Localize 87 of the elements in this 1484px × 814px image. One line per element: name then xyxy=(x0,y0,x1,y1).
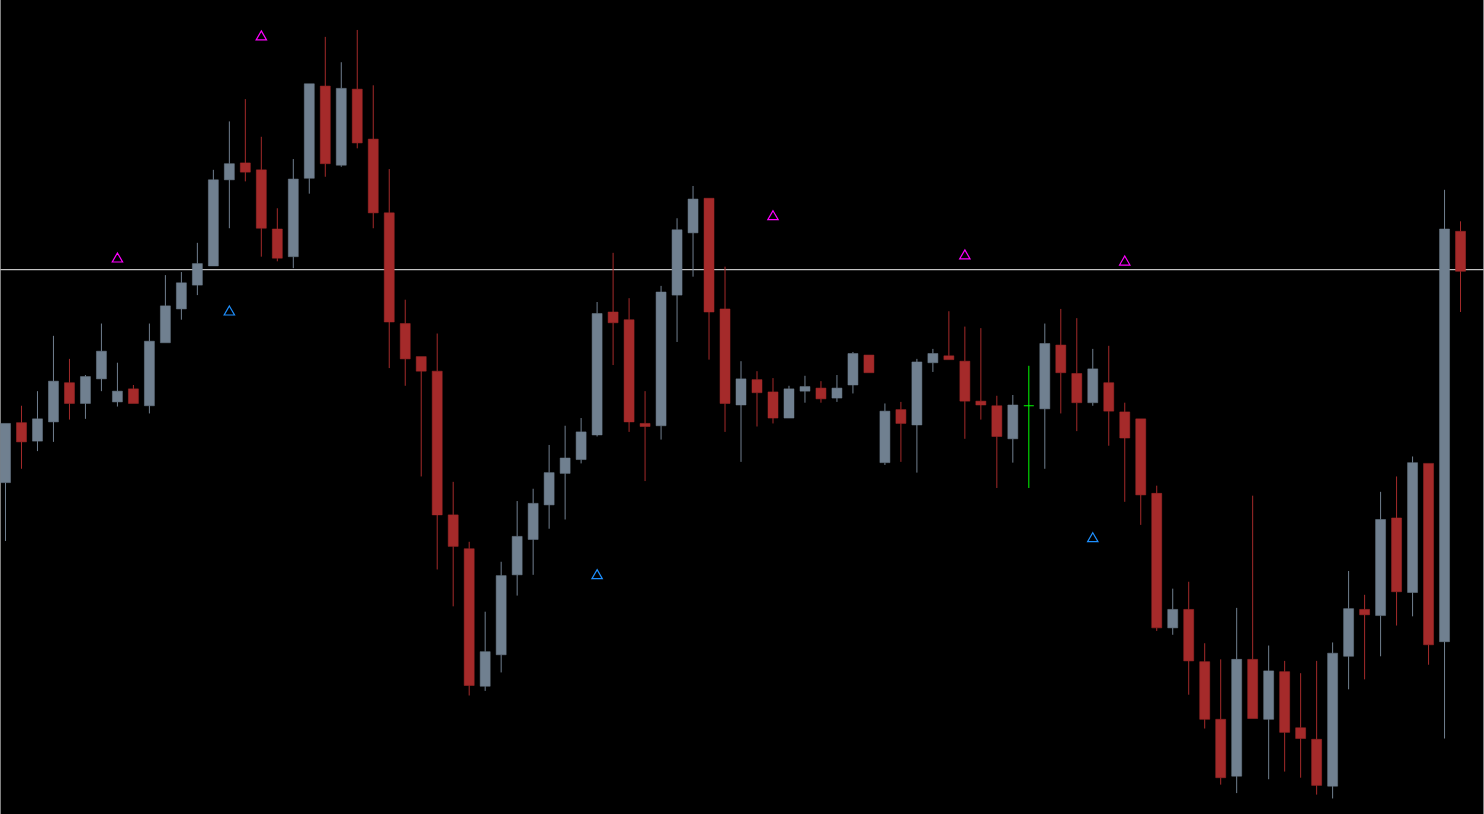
candlestick xyxy=(176,271,187,320)
candlestick xyxy=(1231,607,1242,794)
candlestick xyxy=(1407,455,1418,617)
candlestick xyxy=(1087,348,1099,407)
point xyxy=(111,252,124,263)
candlestick xyxy=(527,488,539,576)
candlestick xyxy=(575,417,587,464)
candlestick xyxy=(1279,660,1290,772)
candlestick xyxy=(1439,189,1450,739)
candlestick xyxy=(48,335,59,443)
candlestick xyxy=(320,36,331,178)
candlestick xyxy=(0,422,11,542)
candlestick xyxy=(655,285,667,440)
candlestick xyxy=(1263,644,1274,780)
candlestick xyxy=(1103,345,1115,447)
candlestick xyxy=(879,402,891,466)
candlestick xyxy=(431,332,443,570)
candlestick xyxy=(1247,494,1258,719)
candlestick xyxy=(991,395,1003,489)
candlestick xyxy=(687,185,699,277)
candlestick xyxy=(975,327,987,420)
candlestick xyxy=(671,217,683,343)
candlestick xyxy=(1375,491,1386,657)
point xyxy=(959,249,971,260)
candlestick xyxy=(543,444,555,529)
candlestick xyxy=(399,298,411,387)
candlestick xyxy=(1071,317,1083,432)
point xyxy=(1086,531,1099,543)
candlestick xyxy=(1343,570,1354,690)
candlestick xyxy=(511,500,523,596)
candlestick xyxy=(447,481,459,607)
candlestick xyxy=(703,197,715,360)
candlestick xyxy=(64,358,75,420)
candlestick xyxy=(368,84,379,229)
candlestick xyxy=(1359,594,1370,680)
candlestick xyxy=(96,322,107,392)
candlestick xyxy=(1183,581,1194,695)
candlestick xyxy=(1055,308,1067,414)
candlestick xyxy=(911,358,923,473)
candlestick xyxy=(1199,642,1210,729)
candlestick xyxy=(847,351,859,394)
candlestick xyxy=(1391,475,1402,626)
candlestick xyxy=(591,301,603,437)
candlestick xyxy=(208,169,219,266)
candlestick xyxy=(863,354,875,373)
point xyxy=(255,30,268,41)
candlestick xyxy=(959,325,971,440)
candlestick xyxy=(192,242,203,296)
candlestick xyxy=(815,380,827,403)
candlestick xyxy=(224,120,235,229)
candlestick xyxy=(288,158,299,269)
candlestick xyxy=(623,297,635,433)
candlestick xyxy=(1023,365,1035,489)
candlestick xyxy=(799,375,811,403)
candlestick xyxy=(895,401,907,463)
point xyxy=(223,305,236,316)
point xyxy=(591,568,603,579)
candlestick xyxy=(160,274,171,343)
candlestick xyxy=(639,390,651,482)
candlestick xyxy=(256,136,267,257)
candlestick xyxy=(1327,641,1338,799)
candlestick xyxy=(783,385,795,419)
candlestick xyxy=(32,390,43,452)
candlestick xyxy=(384,168,395,369)
candlestick xyxy=(304,83,315,194)
candlestick xyxy=(1295,672,1306,778)
candlestick xyxy=(943,310,955,360)
candlestick xyxy=(16,405,27,470)
candlestick xyxy=(1007,394,1019,463)
point xyxy=(767,209,779,221)
candlestick xyxy=(1135,418,1146,526)
candlestick xyxy=(735,360,747,463)
candlestick xyxy=(1039,322,1051,470)
candlestick xyxy=(495,561,507,673)
candlestick xyxy=(1215,658,1226,785)
candlestick xyxy=(751,370,763,427)
point xyxy=(1118,255,1131,266)
candlestick xyxy=(607,252,619,366)
candlestick xyxy=(559,425,571,520)
candlestick xyxy=(927,348,939,373)
candlestick xyxy=(1455,220,1466,313)
candlestick xyxy=(1423,462,1434,666)
candlestick xyxy=(831,374,843,403)
candlestick xyxy=(415,356,427,477)
candlestick xyxy=(767,377,779,424)
candlestick xyxy=(719,265,731,433)
candlestick xyxy=(1311,660,1322,795)
